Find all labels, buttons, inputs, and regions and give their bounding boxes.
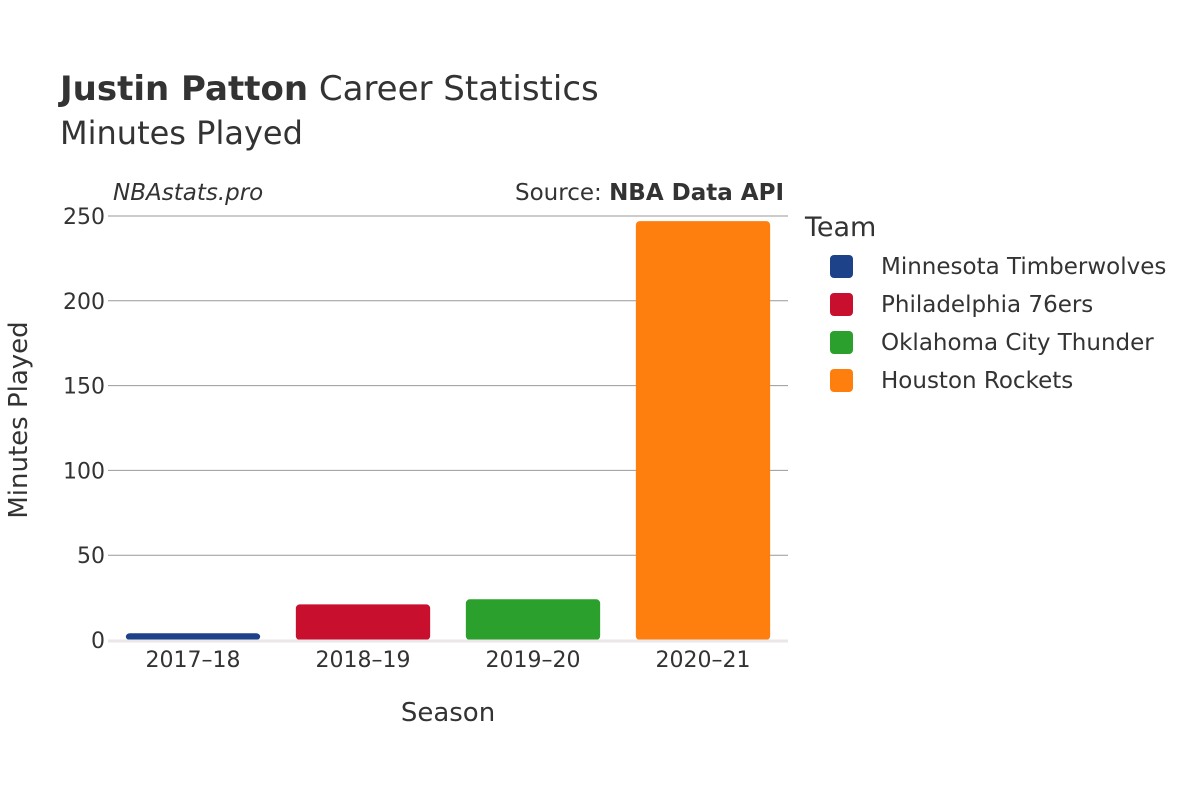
legend-title: Team	[804, 212, 876, 243]
bars	[125, 221, 771, 640]
legend: Minnesota Timberwolves Philadelphia 76ers…	[830, 254, 1166, 394]
source-credit: Source: NBA Data API	[515, 180, 784, 206]
chart-title: Justin Patton Career Statistics	[58, 69, 599, 109]
bar	[465, 599, 601, 640]
source-name: NBA Data API	[609, 180, 784, 206]
legend-label: Philadelphia 76ers	[881, 292, 1093, 318]
y-axis-title: Minutes Played	[4, 321, 34, 518]
bar	[295, 604, 431, 640]
bar	[635, 221, 771, 640]
x-tick-label: 2017–18	[146, 648, 241, 673]
y-tick-label: 250	[63, 205, 105, 230]
legend-swatch	[830, 293, 853, 316]
y-tick-label: 50	[77, 544, 105, 569]
source-prefix: Source:	[515, 180, 609, 206]
x-tick-labels: 2017–18 2018–19 2019–20 2020–21	[146, 648, 751, 673]
x-axis-title: Season	[401, 698, 495, 728]
bar	[125, 633, 261, 640]
watermark: NBAstats.pro	[113, 180, 263, 206]
legend-label: Minnesota Timberwolves	[881, 254, 1166, 280]
legend-swatch	[830, 331, 853, 354]
chart-subtitle: Minutes Played	[60, 114, 303, 152]
chart-title-player: Justin Patton	[58, 69, 308, 109]
y-tick-label: 0	[91, 629, 105, 654]
y-tick-label: 100	[63, 459, 105, 484]
x-tick-label: 2019–20	[486, 648, 581, 673]
y-tick-label: 200	[63, 290, 105, 315]
legend-label: Oklahoma City Thunder	[881, 330, 1154, 356]
y-tick-labels: 0 50 100 150 200 250	[63, 205, 105, 654]
legend-swatch	[830, 369, 853, 392]
y-tick-label: 150	[63, 375, 105, 400]
x-tick-label: 2018–19	[316, 648, 411, 673]
x-tick-label: 2020–21	[656, 648, 751, 673]
chart-title-rest: Career Statistics	[308, 69, 599, 109]
legend-label: Houston Rockets	[881, 368, 1073, 394]
legend-swatch	[830, 255, 853, 278]
